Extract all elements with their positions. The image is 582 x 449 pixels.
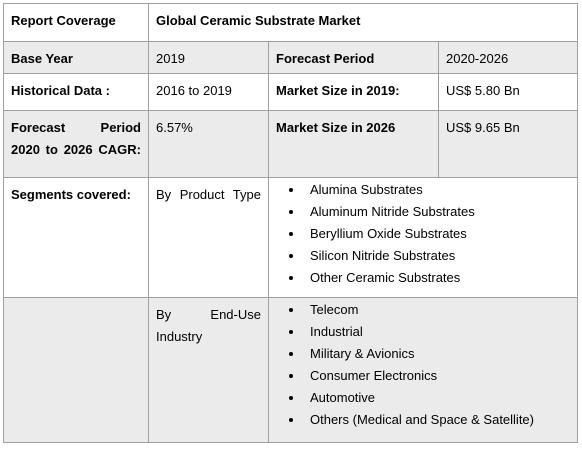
segment-row: By End-Use IndustryTelecomIndustrialMili… — [3, 297, 578, 443]
row-label: Forecast Period — [268, 41, 439, 74]
row-value: US$ 5.80 Bn — [438, 73, 578, 111]
row-value: 2019 — [148, 41, 269, 74]
bullet-item: Silicon Nitride Substrates — [304, 245, 570, 267]
table-row: Base Year 2019 Forecast Period 2020-2026 — [3, 41, 578, 74]
bullet-item: Alumina Substrates — [304, 179, 570, 201]
row-value: 6.57% — [148, 110, 269, 178]
row-label: Forecast Period 2020 to 2026 CAGR: — [3, 110, 149, 178]
segment-group: By End-Use Industry — [148, 297, 269, 443]
bullet-item: Military & Avionics — [304, 343, 570, 365]
bullet-item: Telecom — [304, 299, 570, 321]
table-row: Forecast Period 2020 to 2026 CAGR: 6.57% M… — [3, 110, 578, 178]
bullet-list: TelecomIndustrialMilitary & AvionicsCons… — [276, 299, 570, 431]
bullet-item: Aluminum Nitride Substrates — [304, 201, 570, 223]
bullet-item: Beryllium Oxide Substrates — [304, 223, 570, 245]
table-row: Historical Data :2016 to 2019 Market Size… — [3, 73, 578, 111]
bullet-item: Automotive — [304, 387, 570, 409]
row-value: Global Ceramic Substrate Market — [148, 3, 578, 42]
row-value: 2020-2026 — [438, 41, 578, 74]
row-value: 2016 to 2019 — [148, 73, 269, 111]
row-label: Base Year — [3, 41, 149, 74]
row-label: Segments covered: — [3, 177, 149, 298]
table-row: Report Coverage Global Ceramic Substrate … — [3, 3, 578, 42]
segment-group: By Product Type — [148, 177, 269, 298]
segment-items: TelecomIndustrialMilitary & AvionicsCons… — [268, 297, 578, 443]
row-label: Market Size in 2019: — [268, 73, 439, 111]
empty-cell — [3, 297, 149, 443]
coverage-table: Report Coverage Global Ceramic Substrate … — [3, 3, 578, 443]
segment-items: Alumina SubstratesAluminum Nitride Subst… — [268, 177, 578, 298]
bullet-item: Consumer Electronics — [304, 365, 570, 387]
row-value: US$ 9.65 Bn — [438, 110, 578, 178]
row-label: Report Coverage — [3, 3, 149, 42]
row-label: Historical Data : — [3, 73, 149, 111]
bullet-item: Industrial — [304, 321, 570, 343]
bullet-item: Others (Medical and Space & Satellite) — [304, 409, 570, 431]
bullet-list: Alumina SubstratesAluminum Nitride Subst… — [276, 179, 570, 289]
row-label: Market Size in 2026 — [268, 110, 439, 178]
segment-row: Segments covered:By Product TypeAlumina … — [3, 177, 578, 298]
bullet-item: Other Ceramic Substrates — [304, 267, 570, 289]
